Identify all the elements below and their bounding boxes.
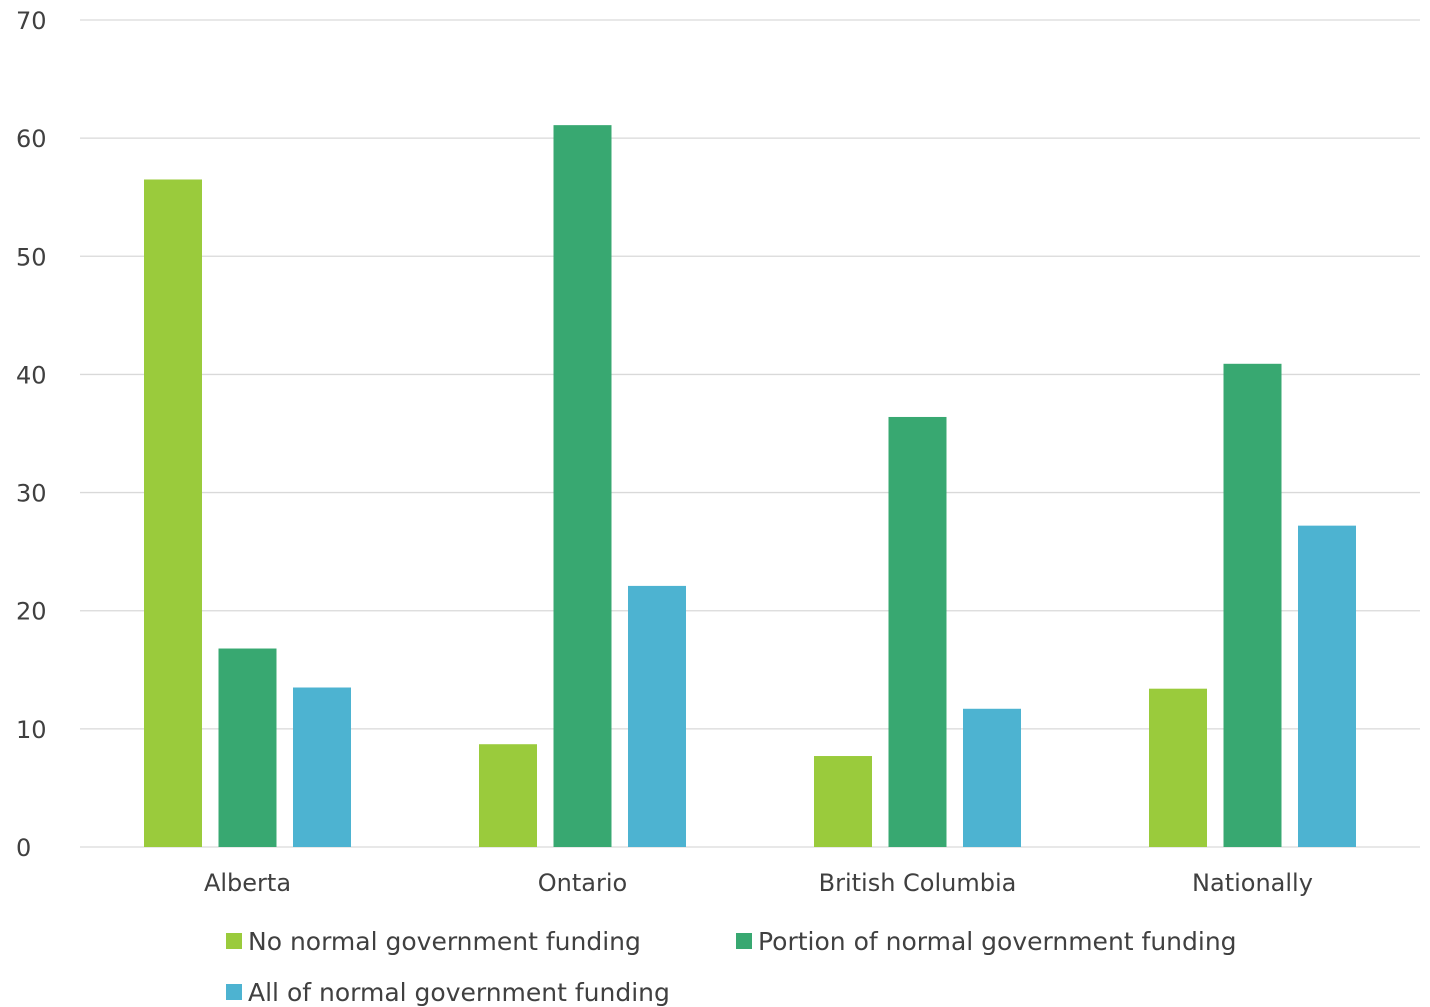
y-tick-label: 70 <box>16 7 47 35</box>
x-tick-label: British Columbia <box>819 869 1017 897</box>
bar <box>888 416 947 847</box>
y-tick-label: 10 <box>16 716 47 744</box>
bar <box>293 687 351 847</box>
bar <box>144 179 202 847</box>
bars <box>144 125 1356 847</box>
y-tick-label: 60 <box>16 125 47 153</box>
bar <box>963 708 1021 847</box>
legend-label: All of normal government funding <box>248 978 670 1007</box>
y-tick-label: 40 <box>16 361 47 389</box>
bar <box>814 756 872 847</box>
x-tick-label: Ontario <box>538 869 627 897</box>
legend: No normal government funding Portion of n… <box>226 927 1237 1007</box>
bar <box>218 648 277 847</box>
y-tick-label: 20 <box>16 598 47 626</box>
bar <box>479 744 537 847</box>
legend-swatch <box>226 984 242 1000</box>
y-tick-label: 50 <box>16 243 47 271</box>
y-tick-label: 30 <box>16 480 47 508</box>
bar <box>1223 363 1282 847</box>
legend-label: No normal government funding <box>248 927 641 956</box>
x-tick-label: Alberta <box>204 869 291 897</box>
y-axis-tick-labels: 0 10 20 30 40 50 60 70 <box>16 7 47 862</box>
legend-label: Portion of normal government funding <box>758 927 1237 956</box>
legend-swatch <box>736 933 752 949</box>
y-tick-label: 0 <box>16 834 31 862</box>
x-axis-tick-labels: Alberta Ontario British Columbia Nationally <box>204 869 1313 897</box>
bar <box>553 125 612 847</box>
bar <box>1298 525 1356 847</box>
legend-swatch <box>226 933 242 949</box>
bar <box>628 585 686 847</box>
x-tick-label: Nationally <box>1192 869 1313 897</box>
bar <box>1149 688 1207 847</box>
gridlines <box>80 19 1420 848</box>
